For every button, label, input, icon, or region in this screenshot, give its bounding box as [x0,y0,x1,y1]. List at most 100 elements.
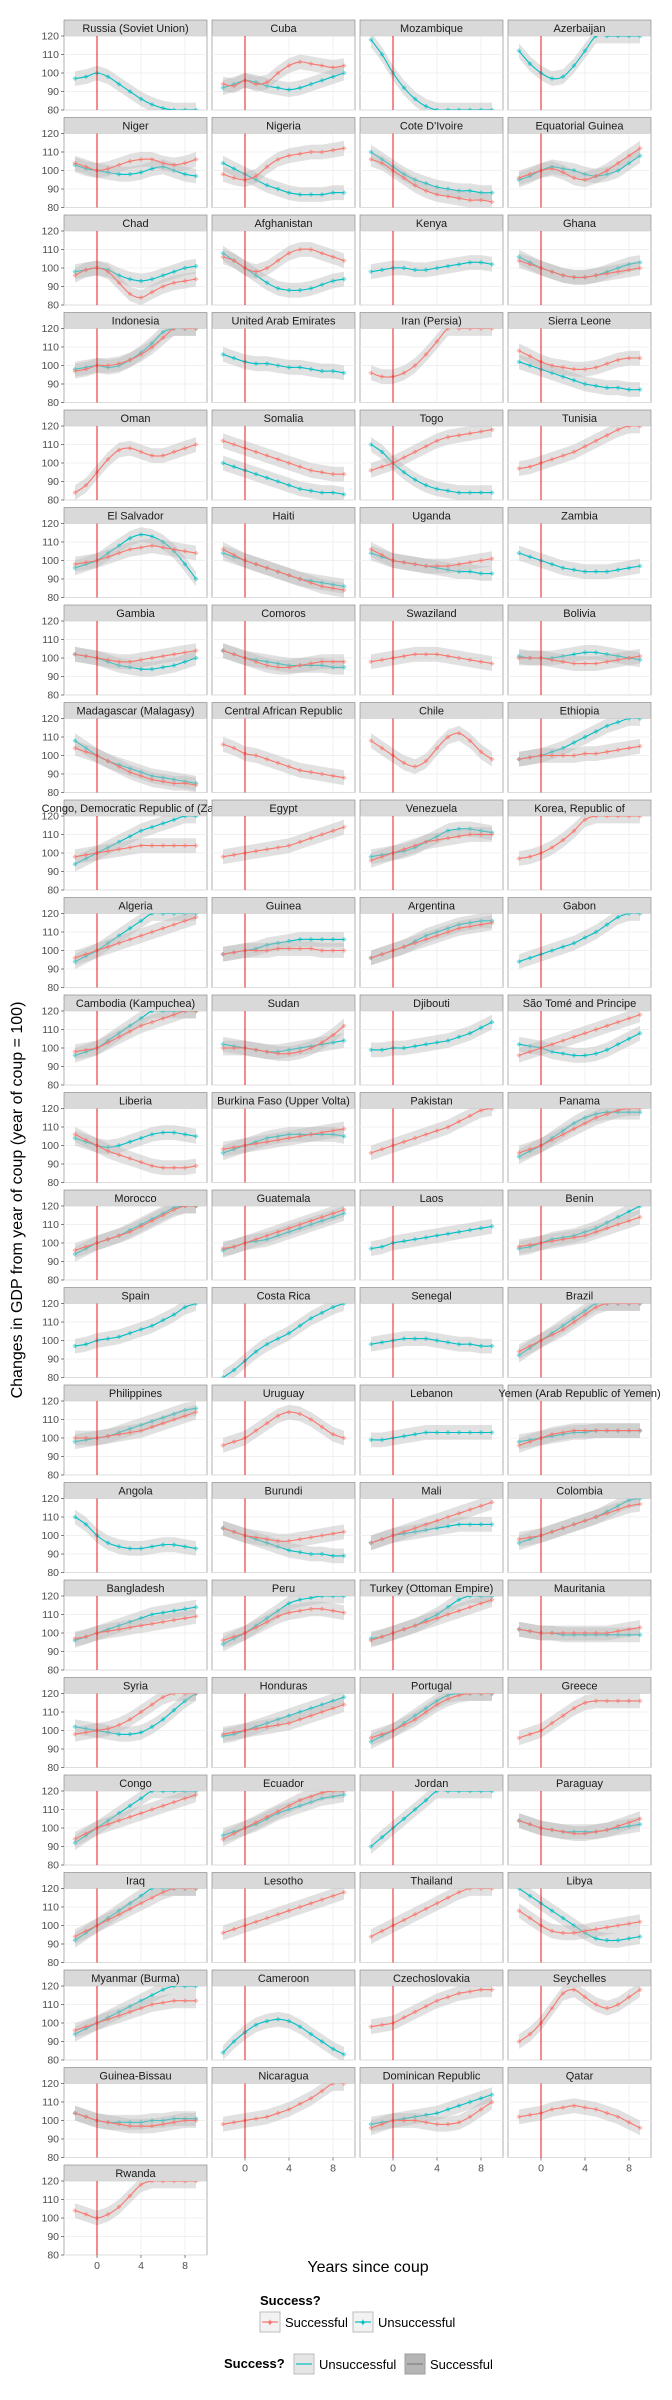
data-point-successful [489,756,495,762]
panel-plot-area [220,54,347,97]
data-point-unsuccessful [467,920,473,926]
panel-plot-area [220,932,347,962]
y-tick-label: 120 [41,1493,59,1505]
data-point-successful [72,1131,78,1137]
panel-plot-area [516,1498,643,1551]
data-point-successful [478,1600,484,1606]
panel-title: Congo, Democratic Republic of (Zaire) [42,803,230,815]
data-point-successful [582,1233,588,1239]
data-point-successful [478,1888,484,1892]
data-point-successful [116,162,122,168]
data-point-successful [445,193,451,199]
data-point-unsuccessful [445,2106,451,2112]
panel-plot-area [516,1303,643,1363]
data-point-successful [231,1045,237,1051]
panel-title: Iran (Persia) [401,316,462,328]
y-tick-label: 100 [41,1920,59,1932]
data-point-unsuccessful [275,660,281,667]
data-point-successful [615,269,621,275]
data-point-successful [478,749,484,755]
data-point-successful [138,1223,144,1229]
data-point-unsuccessful [423,1041,429,1047]
data-point-successful [286,1803,292,1809]
data-point-unsuccessful [275,85,281,91]
trend-line-unsuccessful [222,353,345,374]
panel-title: Lesotho [264,1876,303,1888]
data-point-successful [412,940,418,946]
data-point-unsuccessful [604,1937,610,1943]
data-point-unsuccessful [467,107,473,110]
data-point-successful [253,1819,259,1826]
data-point-unsuccessful [193,1405,199,1411]
data-point-successful [264,947,270,954]
trend-line-successful [222,1411,345,1446]
data-point-successful [297,576,303,582]
data-point-unsuccessful [138,1795,144,1801]
data-point-unsuccessful [127,1023,133,1029]
data-point-successful [182,780,188,786]
trend-line-successful [222,743,345,779]
panel-title: Guatemala [257,1193,312,1205]
data-point-successful [571,2103,577,2109]
data-point-successful [489,920,495,926]
data-point-successful [401,2014,407,2021]
data-point-successful [330,659,336,665]
data-point-unsuccessful [489,1596,495,1599]
data-point-successful [160,1015,166,1021]
data-point-unsuccessful [149,2117,155,2124]
data-point-successful [604,1111,610,1117]
data-point-unsuccessful [264,1236,270,1242]
data-point-successful [171,280,177,286]
data-point-successful [467,1604,473,1610]
trend-line-successful [74,747,197,786]
data-point-unsuccessful [456,826,462,832]
data-point-unsuccessful [626,1109,632,1115]
x-tick-label: 0 [94,2260,100,2272]
data-point-unsuccessful [341,1596,347,1599]
data-point-successful [220,1045,226,1051]
data-point-successful [72,1049,78,1055]
data-point-successful [637,1303,643,1307]
data-point-successful [527,261,533,267]
confidence-ribbon-unsuccessful [519,1621,640,1643]
data-point-successful [368,1735,374,1741]
data-point-unsuccessful [275,2016,281,2022]
data-point-successful [434,745,440,751]
data-point-successful [516,1150,522,1156]
y-tick-label: 80 [47,1372,59,1384]
y-tick-label: 90 [47,86,59,98]
panel-plot-area [72,1693,199,1742]
data-point-successful [286,250,292,256]
panel-title: Nicaragua [258,2071,309,2083]
data-point-successful [456,1889,462,1895]
data-point-successful [516,1818,522,1824]
y-tick-label: 80 [47,2152,59,2164]
data-point-unsuccessful [489,190,495,196]
data-point-successful [264,2114,270,2120]
y-tick-label: 100 [41,165,59,177]
trend-line-successful [518,816,640,860]
data-point-unsuccessful [626,718,632,722]
data-point-unsuccessful [341,1038,347,1044]
data-point-successful [626,1626,632,1632]
data-point-successful [116,1431,122,1437]
data-point-unsuccessful [275,1133,281,1139]
y-tick-label: 110 [42,1122,59,1134]
data-point-unsuccessful [615,265,621,271]
data-point-successful [571,1630,577,1636]
data-point-unsuccessful [423,933,429,939]
data-point-successful [116,1626,122,1632]
data-point-unsuccessful [116,1731,122,1737]
panel-plot-area [220,433,347,500]
data-point-successful [138,1159,144,1165]
data-point-unsuccessful [275,186,281,192]
data-point-unsuccessful [182,265,188,271]
data-point-successful [149,1621,155,1627]
data-point-successful [231,745,237,751]
data-point-unsuccessful [297,85,303,91]
data-point-unsuccessful [297,1803,303,1809]
panel-plot-area [516,1693,643,1746]
